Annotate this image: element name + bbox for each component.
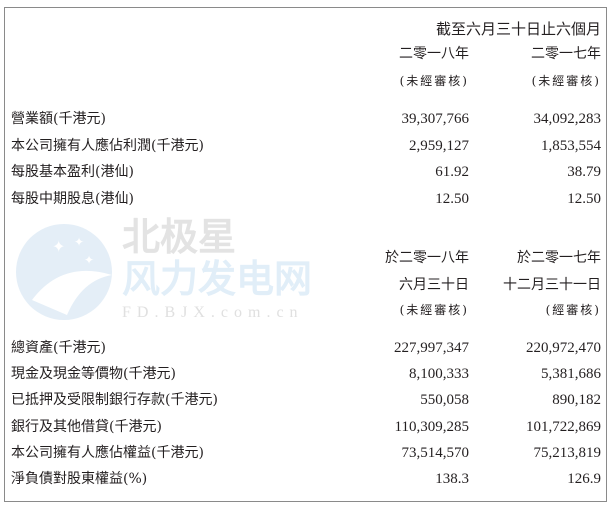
row-value-col2: 75,213,819: [533, 444, 602, 461]
s2-col1-line2: 六月三十日: [399, 277, 469, 293]
s1-col1-note: (未經審核): [399, 74, 469, 88]
s1-col2-year: 二零一七年: [531, 46, 601, 62]
row-value-col2: 101,722,869: [526, 418, 601, 435]
s2-col2-line2: 十二月三十一日: [503, 277, 601, 293]
row-label: 現金及現金等價物(千港元): [11, 366, 176, 383]
row-value-col2: 1,853,554: [541, 137, 601, 154]
row-label: 本公司擁有人應佔利潤(千港元): [11, 137, 204, 154]
row-value-col1: 138.3: [435, 471, 469, 487]
row-value-col1: 8,100,333: [409, 366, 469, 383]
table-frame: [4, 7, 607, 502]
row-value-col1: 73,514,570: [401, 444, 470, 461]
row-label: 每股中期股息(港仙): [11, 190, 134, 207]
s2-col1-note: (未經審核): [399, 303, 469, 317]
row-value-col2: 5,381,686: [541, 366, 601, 383]
row-value-col2: 38.79: [567, 164, 601, 180]
row-label: 每股基本盈利(港仙): [11, 164, 134, 180]
s2-col1-line1: 於二零一八年: [385, 250, 469, 266]
row-label: 營業額(千港元): [11, 111, 106, 127]
row-value-col1: 2,959,127: [409, 137, 469, 154]
row-value-col2: 220,972,470: [526, 340, 601, 356]
row-value-col1: 227,997,347: [394, 340, 469, 356]
row-label: 總資產(千港元): [11, 340, 106, 356]
row-label: 淨負債對股東權益(%): [11, 471, 148, 487]
row-value-col2: 126.9: [567, 471, 601, 487]
row-value-col2: 34,092,283: [533, 111, 602, 127]
s2-col2-note: (經審核): [545, 303, 601, 317]
period-header: 截至六月三十日止六個月: [435, 20, 601, 38]
row-value-col1: 12.50: [435, 190, 469, 207]
s1-col2-note: (未經審核): [531, 74, 601, 88]
s2-col2-line1: 於二零一七年: [517, 250, 601, 266]
row-label: 銀行及其他借貸(千港元): [11, 418, 162, 435]
row-value-col1: 110,309,285: [394, 418, 469, 435]
row-label: 本公司擁有人應佔權益(千港元): [11, 444, 204, 461]
row-value-col1: 39,307,766: [401, 111, 470, 127]
row-value-col1: 61.92: [435, 164, 469, 180]
s1-col1-year: 二零一八年: [399, 46, 469, 62]
row-value-col2: 890,182: [552, 392, 601, 409]
row-label: 已抵押及受限制銀行存款(千港元): [11, 392, 218, 409]
row-value-col2: 12.50: [567, 190, 601, 207]
row-value-col1: 550,058: [420, 392, 469, 409]
